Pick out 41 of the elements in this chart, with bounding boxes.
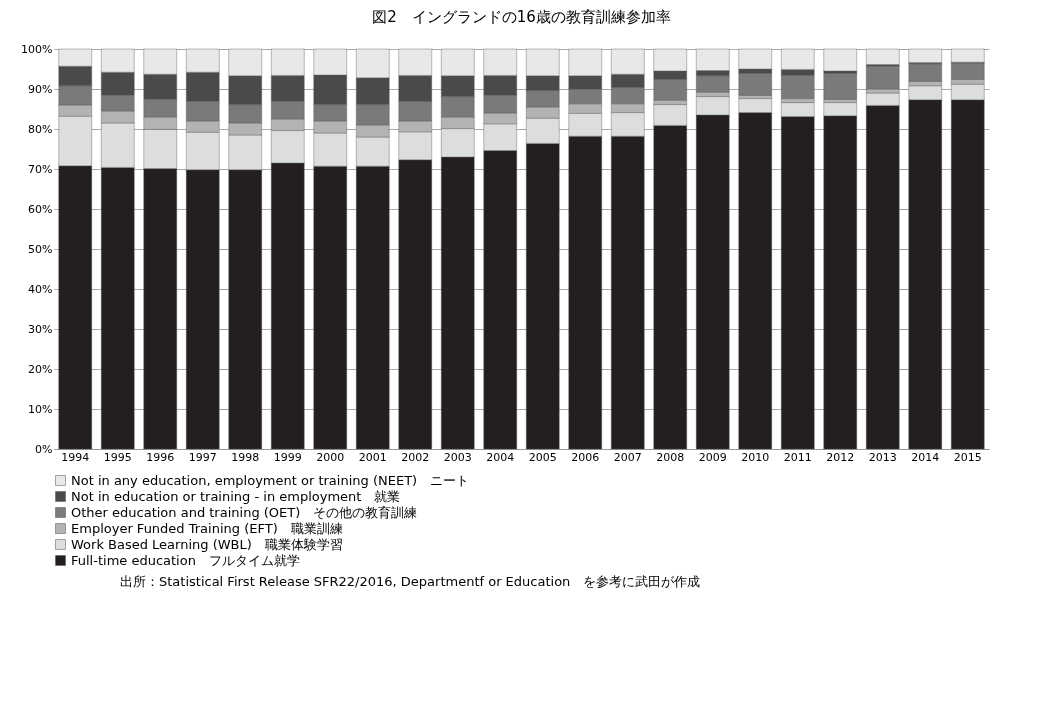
x-tick-label: 2000 <box>316 450 345 464</box>
y-tick-label: 0% <box>35 442 53 456</box>
x-tick-label: 1995 <box>103 450 132 464</box>
y-tick-label: 100% <box>21 42 53 56</box>
x-tick-label: 1997 <box>188 450 217 464</box>
y-tick-label: 10% <box>28 402 53 416</box>
x-tick-label: 2002 <box>401 450 430 464</box>
y-tick-label: 70% <box>28 162 53 176</box>
x-tick-label: 1999 <box>273 450 302 464</box>
x-tick-label: 2009 <box>698 450 727 464</box>
x-tick-label: 2013 <box>868 450 897 464</box>
x-tick-label: 2005 <box>528 450 557 464</box>
x-tick-label: 2004 <box>486 450 515 464</box>
x-tick-label: 2008 <box>656 450 685 464</box>
x-tick-label: 2010 <box>741 450 770 464</box>
x-tick-label: 1998 <box>231 450 260 464</box>
legend-label: Other education and training (OET) その他の教育訓練 <box>71 504 418 520</box>
legend-label: Not in education or training - in employment 就業 <box>71 488 401 504</box>
y-tick-label: 60% <box>28 202 53 216</box>
chart-title: 図2 イングランドの16歳の教育訓練参加率 <box>372 8 671 26</box>
x-tick-label: 2006 <box>571 450 600 464</box>
x-tick-label: 2003 <box>443 450 472 464</box>
x-tick-label: 2011 <box>783 450 812 464</box>
y-tick-label: 80% <box>28 122 53 136</box>
legend-label: Employer Funded Training (EFT) 職業訓練 <box>71 520 343 536</box>
legend-label: Full-time education フルタイム就学 <box>71 552 300 568</box>
x-tick-label: 2012 <box>826 450 855 464</box>
text: 出所：Statistical First Release SFR22/2016, Departmentf or Education を参考に武田が作成 <box>120 573 702 591</box>
x-tick-label: 1994 <box>61 450 90 464</box>
y-tick-label: 20% <box>28 362 53 376</box>
x-tick-label: 2014 <box>911 450 940 464</box>
y-tick-label: 50% <box>28 242 53 256</box>
x-tick-label: 1996 <box>146 450 175 464</box>
legend-label: Work Based Learning (WBL) 職業体験学習 <box>71 536 343 552</box>
y-tick-label: 30% <box>28 322 53 336</box>
x-tick-label: 2001 <box>358 450 387 464</box>
y-tick-label: 40% <box>28 282 53 296</box>
x-tick-label: 2007 <box>613 450 642 464</box>
legend-label: Not in any education, employment or training (NEET) ニート <box>71 472 470 488</box>
y-tick-label: 90% <box>28 82 53 96</box>
x-tick-label: 2015 <box>953 450 982 464</box>
